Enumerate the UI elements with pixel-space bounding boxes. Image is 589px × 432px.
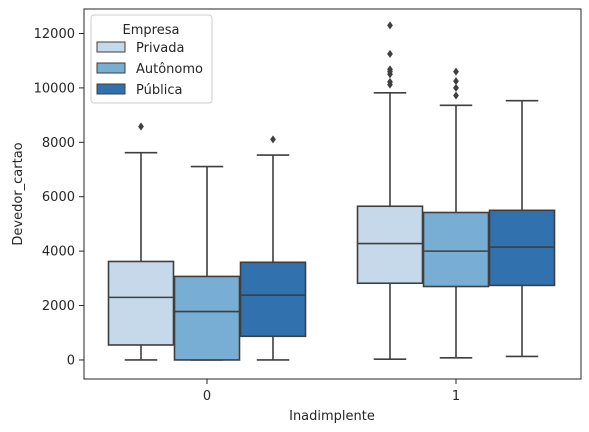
legend-frame bbox=[90, 14, 213, 104]
y-tick-label: 12000 bbox=[34, 27, 75, 42]
outlier-point bbox=[453, 67, 459, 76]
legend-swatch bbox=[96, 62, 126, 74]
box-autônomo-1 bbox=[422, 67, 490, 359]
x-axis-label: Inadimplente bbox=[289, 409, 375, 424]
legend-swatch bbox=[96, 41, 126, 53]
outlier-point bbox=[387, 65, 393, 74]
box-privada-1 bbox=[356, 21, 424, 360]
legend-swatch bbox=[96, 83, 126, 95]
plot-frame bbox=[83, 8, 582, 380]
x-tick-label: 0 bbox=[203, 389, 211, 404]
box-iqr bbox=[107, 260, 175, 346]
box-iqr bbox=[488, 209, 556, 287]
legend: Empresa Privada Autônomo Pública bbox=[90, 14, 213, 104]
y-axis: 0 2000 4000 6000 8000 10000 12000 bbox=[34, 27, 84, 368]
box-iqr bbox=[356, 205, 424, 285]
legend-label: Privada bbox=[136, 41, 184, 56]
outlier-point bbox=[453, 77, 459, 86]
y-axis-label: Devedor_cartao bbox=[11, 142, 26, 245]
outlier-point bbox=[387, 21, 393, 30]
box-pública-1 bbox=[488, 99, 556, 358]
box-pública-0 bbox=[239, 135, 307, 361]
plot-marks bbox=[107, 21, 556, 361]
legend-label: Autônomo bbox=[136, 62, 203, 77]
box-iqr bbox=[239, 261, 307, 338]
outlier-point bbox=[453, 83, 459, 92]
outlier-point bbox=[270, 135, 276, 144]
box-iqr bbox=[422, 211, 490, 288]
outlier-point bbox=[138, 122, 144, 131]
y-tick-label: 4000 bbox=[42, 245, 75, 260]
box-privada-0 bbox=[107, 122, 175, 361]
y-tick-label: 0 bbox=[67, 353, 75, 368]
y-tick-label: 6000 bbox=[42, 190, 75, 205]
y-tick-label: 2000 bbox=[42, 299, 75, 314]
x-tick-label: 1 bbox=[452, 389, 460, 404]
y-tick-label: 10000 bbox=[34, 81, 75, 96]
y-tick-label: 8000 bbox=[42, 136, 75, 151]
outlier-point bbox=[453, 91, 459, 100]
legend-title: Empresa bbox=[123, 23, 180, 38]
box-autônomo-0 bbox=[173, 165, 241, 361]
outlier-point bbox=[387, 49, 393, 58]
box-iqr bbox=[173, 275, 241, 361]
legend-label: Pública bbox=[136, 83, 182, 98]
outlier-point bbox=[387, 77, 393, 86]
